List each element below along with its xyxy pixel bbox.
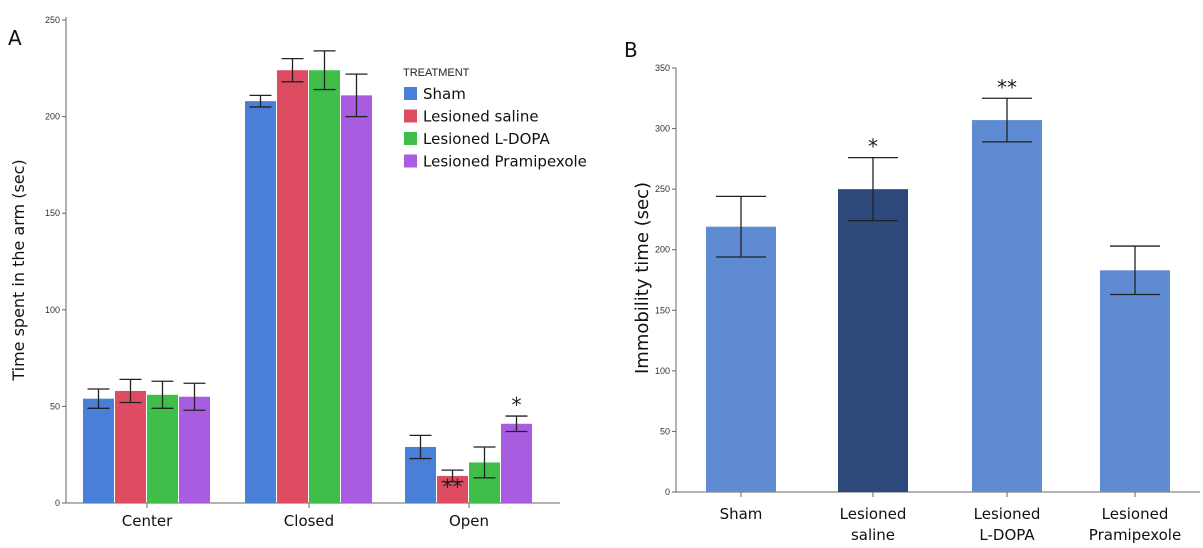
panel-b-bar-2 [972,120,1042,492]
legend-label-1: Lesioned saline [423,108,539,126]
panel-a-x-label-open: Open [449,512,489,530]
panel-b-y-axis-label: Immobility time (sec) [632,182,653,374]
panel-b-x-label-2-line-0: Lesioned [974,505,1041,523]
panel-b-bar-1 [838,189,908,492]
panel-b-x-label-1: Lesioned saline [840,505,907,544]
panel-a-significance-open-1: ** [443,475,463,499]
panel-b-y-tick-label-0: 0 [665,487,670,497]
panel-a-y-tick-label-50: 50 [50,401,60,411]
panel-b-x-label-2: Lesioned L-DOPA [974,505,1041,544]
panel-a-letter: A [8,26,22,50]
panel-a-y-axis-label: Time spent in the arm (sec) [9,159,28,381]
legend-label-2: Lesioned L-DOPA [423,130,550,148]
panel-a-y-tick-label-200: 200 [45,112,60,122]
panel-b-chart: 0 50 100 150 200 250 300 350 Sham * Lesioned saline… [655,63,1200,544]
panel-a-bar-closed-1 [277,70,308,504]
legend-swatch-1 [404,109,417,123]
panel-b-x-label-3-line-0: Lesioned [1102,505,1169,523]
panel-a-bar-center-0 [83,398,114,503]
panel-a-y-tick-label-250: 250 [45,15,60,25]
panel-b-significance-2: ** [997,75,1017,99]
panel-a-y-tick-label-100: 100 [45,305,60,315]
panel-a-bar-closed-0 [245,101,276,504]
panel-b-letter: B [624,38,638,62]
legend-swatch-2 [404,132,417,145]
legend-title: TREATMENT [403,67,470,79]
panel-a-significance-open-3: * [512,393,522,417]
panel-b-significance-1: * [868,135,878,159]
legend-swatch-3 [404,154,417,168]
legend-label-3: Lesioned Pramipexole [423,153,587,171]
panel-a-bar-center-3 [179,396,210,503]
panel-b-y-tick-label-300: 300 [655,124,670,134]
panel-b-y-tick-label-150: 150 [655,305,670,315]
panel-b-x-label-1-line-1: saline [851,526,895,544]
panel-b-x-label-1-line-0: Lesioned [840,505,907,523]
panel-b-bar-3 [1100,270,1170,492]
panel-b-y-tick-label-350: 350 [655,63,670,73]
panel-a-bar-center-1 [115,390,146,503]
legend-swatch-0 [404,87,417,100]
panel-b-y-tick-label-50: 50 [660,426,670,436]
panel-b-bar-0 [706,226,776,492]
panel-a-bar-center-2 [147,394,178,503]
panel-b-x-label-0-line-0: Sham [720,505,763,523]
panel-b-x-label-3-line-1: Pramipexole [1089,526,1181,544]
panel-a-x-label-closed: Closed [284,512,334,530]
panel-b-y-tick-label-100: 100 [655,366,670,376]
panel-b-x-label-0: Sham [720,505,763,523]
panel-a-legend: Sham Lesioned saline Lesioned L-DOPA Lesion… [404,85,587,171]
panel-a-bar-closed-3 [341,95,372,504]
panel-a-bar-closed-2 [309,70,340,504]
panel-a-y-tick-label-150: 150 [45,208,60,218]
panel-a-x-label-center: Center [122,512,173,530]
panel-b-y-tick-label-200: 200 [655,245,670,255]
panel-b-x-label-3: Lesioned Pramipexole [1089,505,1181,544]
panel-a-bar-open-3 [501,423,532,503]
panel-b-x-label-2-line-1: L-DOPA [979,526,1035,544]
legend-label-0: Sham [423,85,466,103]
panel-b-y-tick-label-250: 250 [655,184,670,194]
panel-a-y-tick-label-0: 0 [55,498,60,508]
